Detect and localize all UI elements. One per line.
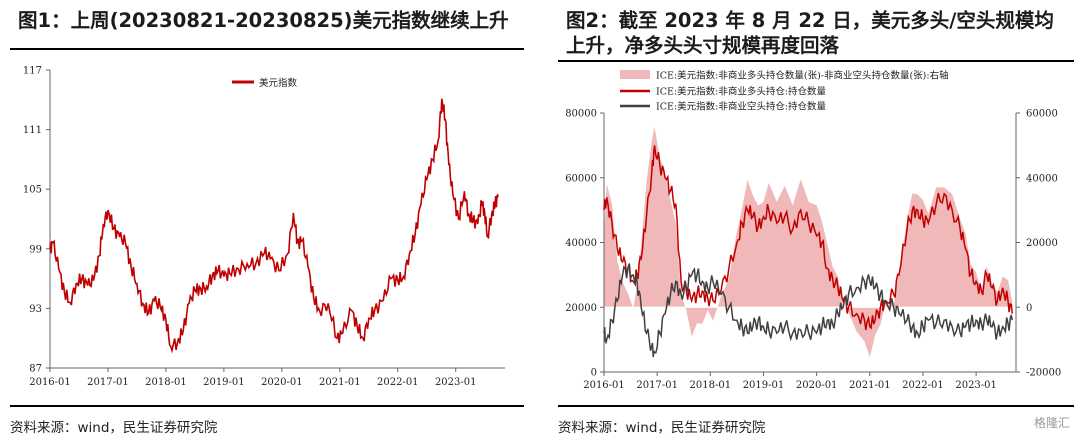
title-rule-right <box>558 60 1074 62</box>
y-left-tick-label: 20000 <box>565 303 597 314</box>
x-tick-label: 2016-01 <box>583 380 625 391</box>
x-tick-label: 2018-01 <box>145 377 187 388</box>
panel-left: 图1：上周(20230821-20230825)美元指数继续上升 87 93 99 1… <box>0 0 530 438</box>
legend-label-long: ICE:美元指数:非商业多头持仓:持仓数量 <box>656 86 827 98</box>
y-right-tick-label: 40000 <box>1026 173 1058 184</box>
x-tick-label: 2017-01 <box>87 377 129 388</box>
y-right-tick-label: 20000 <box>1026 238 1058 249</box>
legend-swatch-net <box>620 70 650 79</box>
source-rule-left <box>10 405 524 407</box>
source-rule-right <box>558 405 1074 407</box>
watermark-logo: 格隆汇 <box>1033 416 1070 430</box>
x-tick-label: 2017-01 <box>636 380 678 391</box>
y-tick-label: 111 <box>23 125 42 136</box>
x-tick-label: 2022-01 <box>902 380 944 391</box>
y-right-tick-label: 0 <box>1026 303 1032 314</box>
source-note-left: 资料来源：wind，民生证券研究院 <box>10 420 218 436</box>
x-tick-label: 2018-01 <box>690 380 732 391</box>
chart-title-left: 图1：上周(20230821-20230825)美元指数继续上升 <box>18 9 509 32</box>
source-note-right: 资料来源：wind，民生证券研究院 <box>558 420 766 436</box>
legend-label-net: ICE:美元指数:非商业多头持仓数量(张)-非商业空头持仓数量(张):右轴 <box>656 70 949 82</box>
legend-label: 美元指数 <box>259 77 298 89</box>
y-left-tick-label: 80000 <box>565 109 597 120</box>
chart-title-right: 图2：截至 2023 年 8 月 22 日，美元多头/空头规模均 上升，净多头头… <box>566 9 1054 57</box>
series-line-long-position <box>603 145 1014 331</box>
series-line-short-position <box>603 263 1014 358</box>
x-tick-label: 2021-01 <box>319 377 361 388</box>
panel-right: 图2：截至 2023 年 8 月 22 日，美元多头/空头规模均 上升，净多头头… <box>548 0 1080 438</box>
legend-label-short: ICE:美元指数:非商业空头持仓:持仓数量 <box>656 101 827 113</box>
y-right-tick-label: -20000 <box>1026 368 1061 379</box>
x-tick-label: 2021-01 <box>849 380 891 391</box>
y-tick-label: 87 <box>29 364 42 375</box>
y-left-tick-label: 60000 <box>565 173 597 184</box>
y-left-tick-label: 40000 <box>565 238 597 249</box>
y-tick-label: 99 <box>29 244 42 255</box>
x-tick-label: 2022-01 <box>377 377 419 388</box>
series-line-dollar-index <box>49 98 499 354</box>
x-tick-label: 2020-01 <box>261 377 303 388</box>
chart-right: 0 20000 40000 60000 80000 -20000 0 20000 40000 60… <box>565 70 1061 392</box>
x-tick-label: 2016-01 <box>29 377 71 388</box>
x-tick-label: 2023-01 <box>435 377 477 388</box>
y-tick-label: 117 <box>23 66 42 77</box>
x-tick-label: 2019-01 <box>203 377 245 388</box>
y-right-tick-label: 60000 <box>1026 109 1058 120</box>
title-rule-left <box>10 48 524 50</box>
y-tick-label: 93 <box>29 304 42 315</box>
chart-left: 87 93 99 105 111 117 2016-01 2017-01 2018-01 2019… <box>23 66 505 388</box>
x-tick-label: 2019-01 <box>743 380 785 391</box>
y-tick-label: 105 <box>23 185 42 196</box>
y-left-tick-label: 0 <box>591 368 597 379</box>
x-tick-label: 2020-01 <box>796 380 838 391</box>
series-area-net-position <box>604 127 1013 358</box>
x-tick-label: 2023-01 <box>955 380 997 391</box>
